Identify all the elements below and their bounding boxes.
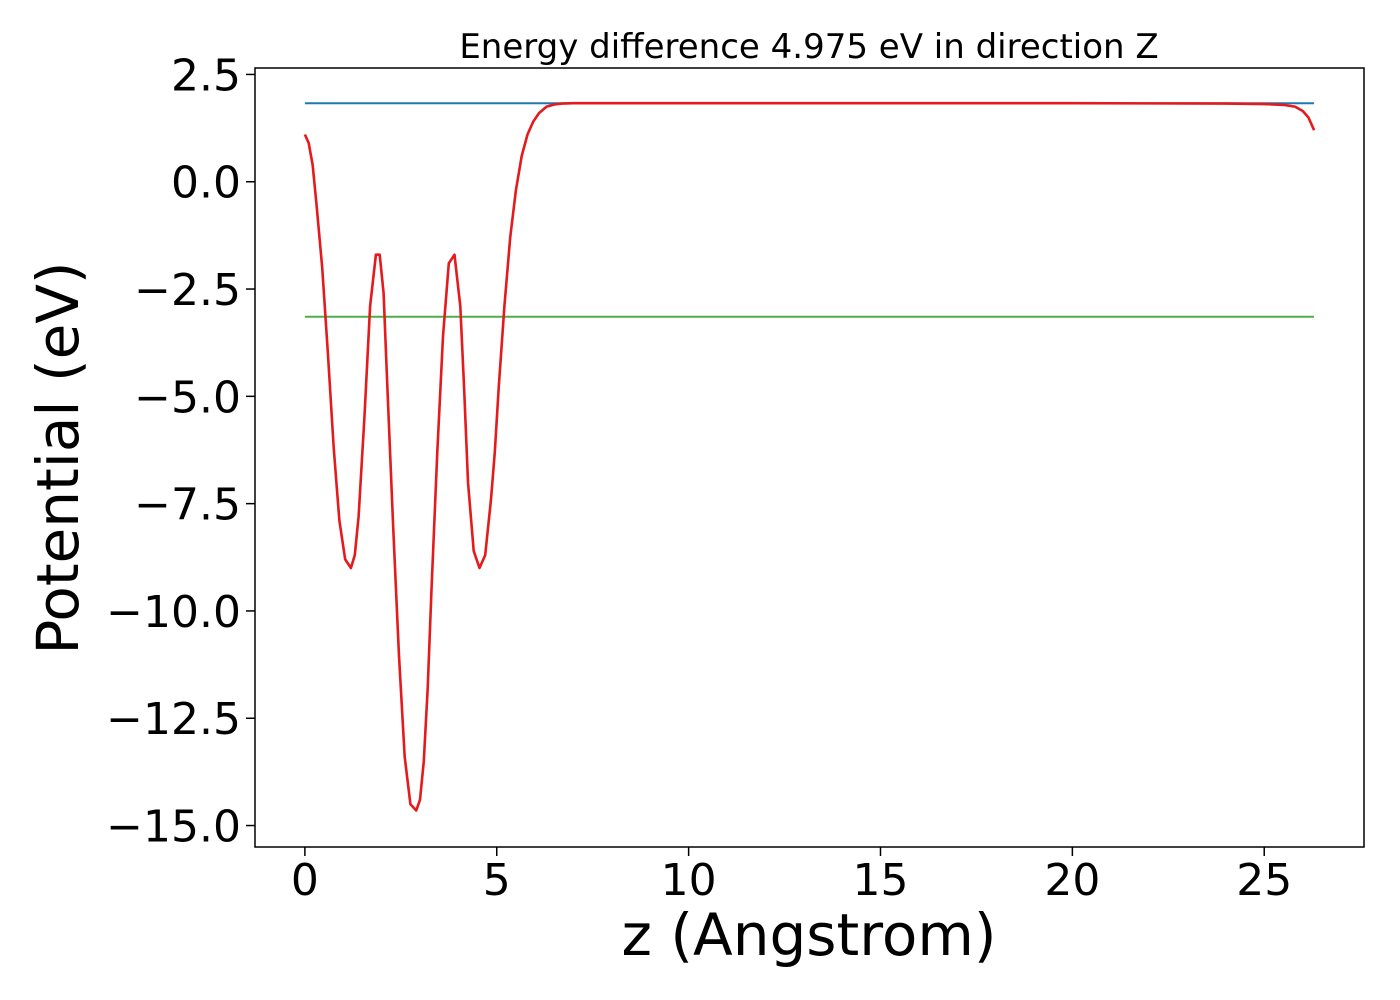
y-tick-label: −7.5 [134, 480, 241, 531]
y-tick-label: −2.5 [134, 265, 241, 316]
x-tick-label: 10 [661, 855, 717, 906]
series-line-1 [303, 101, 1316, 812]
series-layer [303, 101, 1316, 812]
x-tick-label: 25 [1236, 855, 1292, 906]
x-axis: 0 5 10 15 20 25 [291, 847, 1292, 906]
x-tick-label: 15 [852, 855, 908, 906]
y-tick-label: 2.5 [171, 50, 241, 101]
y-axis: 2.5 0.0 −2.5 −5.0 −7.5 −10.0 −12.5 −15.0 [106, 50, 255, 853]
y-axis-title: Potential (eV) [24, 261, 92, 654]
x-tick-label: 20 [1044, 855, 1100, 906]
y-tick-label: 0.0 [171, 158, 241, 209]
y-tick-label: −5.0 [134, 372, 241, 423]
chart-title: Energy difference 4.975 eV in direction … [459, 27, 1158, 67]
x-tick-label: 5 [483, 855, 511, 906]
plot-frame [254, 67, 1365, 848]
x-axis-title: z (Angstrom) [622, 901, 997, 969]
y-tick-label: −12.5 [106, 694, 241, 745]
y-tick-label: −10.0 [106, 587, 241, 638]
y-tick-label: −15.0 [106, 802, 241, 853]
x-tick-label: 0 [291, 855, 319, 906]
